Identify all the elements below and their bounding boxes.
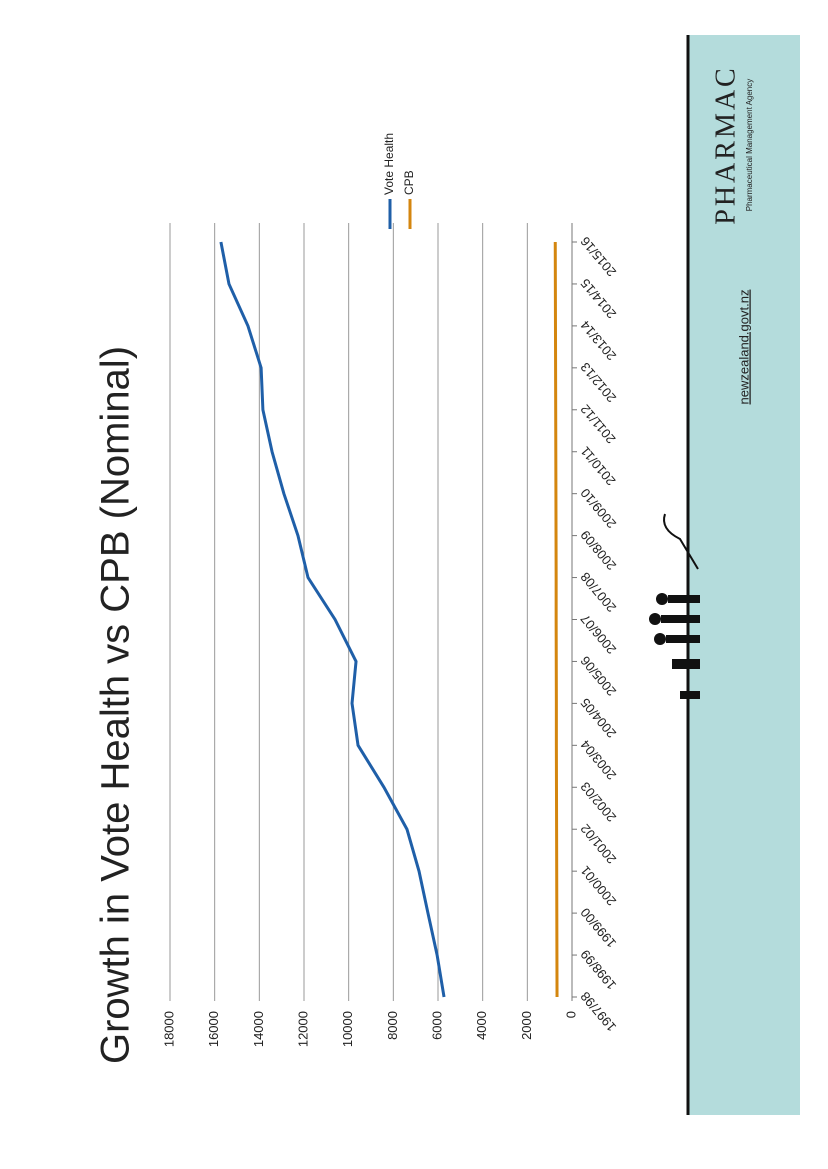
x-tick-label: 1998/99 — [577, 947, 619, 993]
x-tick-label: 2004/05 — [577, 695, 619, 741]
x-tick-label: 2014/15 — [577, 276, 619, 322]
x-tick-label: 1999/00 — [577, 905, 619, 951]
x-tick-label: 1997/98 — [577, 989, 619, 1035]
chart-title: Growth in Vote Health vs CPB (Nominal) — [94, 346, 138, 1064]
logo: PHARMAC — [710, 65, 741, 224]
brand-band — [688, 35, 800, 1115]
x-tick-label: 2002/03 — [577, 779, 619, 825]
x-tick-label: 2007/08 — [577, 569, 619, 615]
x-tick-label: 2012/13 — [577, 360, 619, 406]
x-tick-label: 2009/10 — [577, 486, 619, 532]
x-tick-label: 2011/12 — [577, 402, 618, 447]
y-tick-label: 10000 — [340, 1011, 355, 1047]
y-tick-label: 8000 — [385, 1011, 400, 1040]
x-tick-label: 2013/14 — [577, 318, 619, 364]
y-tick-label: 2000 — [519, 1011, 534, 1040]
x-tick-label: 2015/16 — [577, 234, 619, 280]
legend-label: CPB — [402, 170, 416, 195]
series-line — [553, 241, 559, 998]
website: newzealand.govt.nz — [736, 290, 751, 405]
y-tick-label: 6000 — [429, 1011, 444, 1040]
logo-tagline: Pharmaceutical Management Agency — [745, 79, 754, 212]
logo-figures — [649, 513, 700, 699]
x-tick-label: 2008/09 — [577, 527, 619, 573]
y-tick-label: 18000 — [161, 1011, 176, 1047]
slide: Growth in Vote Health vs CPB (Nominal) P… — [94, 35, 800, 1115]
y-tick-label: 14000 — [251, 1011, 266, 1047]
x-tick-label: 2005/06 — [577, 653, 619, 699]
x-tick-label: 2010/11 — [577, 444, 618, 489]
y-tick-label: 4000 — [474, 1011, 489, 1040]
x-tick-label: 2003/04 — [577, 737, 619, 783]
x-tick-label: 2000/01 — [577, 863, 619, 909]
series-line — [219, 241, 446, 998]
legend-label: Vote Health — [382, 133, 396, 195]
x-tick-label: 2001/02 — [577, 821, 619, 867]
y-tick-label: 12000 — [295, 1011, 310, 1047]
y-tick-label: 16000 — [206, 1011, 221, 1047]
y-tick-label: 0 — [563, 1011, 578, 1018]
x-tick-label: 2006/07 — [577, 611, 619, 657]
